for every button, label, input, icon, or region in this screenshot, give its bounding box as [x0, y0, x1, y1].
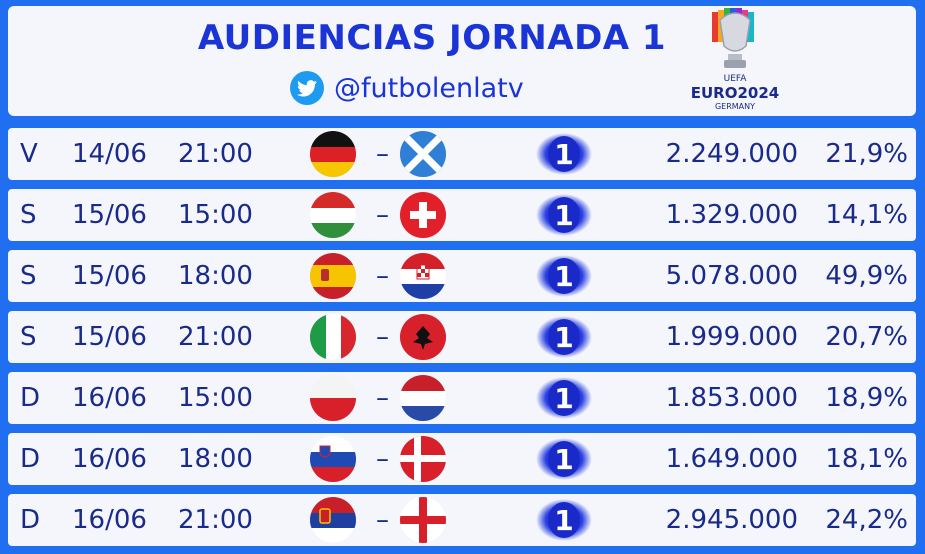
- table-row: V 14/06 21:00 – 1 2.2: [8, 128, 916, 180]
- match-date: 15/06: [72, 322, 147, 352]
- page-title: AUDIENCIAS JORNADA 1: [197, 18, 667, 58]
- albania-flag-icon: [400, 314, 446, 360]
- match-date: 16/06: [72, 444, 147, 474]
- logo-uefa-text: UEFA: [723, 74, 747, 84]
- match-time: 15:00: [178, 200, 253, 230]
- channel-number: 1: [554, 138, 573, 171]
- audience-share: 24,2%: [825, 505, 908, 535]
- table-row: D 16/06 21:00 – 1 2.9: [8, 494, 916, 546]
- match-day: V: [20, 139, 38, 169]
- vs-separator: –: [376, 322, 389, 352]
- table-row: S 15/06 18:00 – 1 5.0: [8, 250, 916, 302]
- switzerland-flag-icon: [400, 192, 446, 238]
- match-date: 16/06: [72, 383, 147, 413]
- la1-channel-logo: 1: [536, 193, 592, 237]
- match-time: 21:00: [178, 505, 253, 535]
- match-day: S: [20, 322, 37, 352]
- viewers-count: 2.249.000: [665, 139, 798, 169]
- la1-channel-logo: 1: [536, 498, 592, 542]
- viewers-count: 1.649.000: [665, 444, 798, 474]
- netherlands-flag-icon: [400, 375, 446, 421]
- audience-share: 20,7%: [825, 322, 908, 352]
- match-day: D: [20, 444, 41, 474]
- match-date: 15/06: [72, 261, 147, 291]
- vs-separator: –: [376, 505, 389, 535]
- table-row: S 15/06 15:00 – 1 1.3: [8, 189, 916, 241]
- italy-flag-icon: [310, 314, 356, 360]
- channel-number: 1: [554, 504, 573, 537]
- channel-number: 1: [554, 382, 573, 415]
- channel-number: 1: [554, 199, 573, 232]
- poland-flag-icon: [310, 375, 356, 421]
- table-row: D 16/06 18:00 – 1 1.6: [8, 433, 916, 485]
- viewers-count: 1.329.000: [665, 200, 798, 230]
- match-day: D: [20, 505, 41, 535]
- audience-share: 21,9%: [825, 139, 908, 169]
- la1-channel-logo: 1: [536, 376, 592, 420]
- serbia-flag-icon: [310, 497, 356, 543]
- audience-share: 49,9%: [825, 261, 908, 291]
- la1-channel-logo: 1: [536, 437, 592, 481]
- social-handle: @futbolenlatv: [290, 68, 524, 108]
- match-day: S: [20, 261, 37, 291]
- audience-share: 18,9%: [825, 383, 908, 413]
- audience-share: 18,1%: [825, 444, 908, 474]
- vs-separator: –: [376, 139, 389, 169]
- channel-number: 1: [554, 321, 573, 354]
- match-time: 21:00: [178, 139, 253, 169]
- match-time: 15:00: [178, 383, 253, 413]
- viewers-count: 5.078.000: [665, 261, 798, 291]
- vs-separator: –: [376, 200, 389, 230]
- match-day: S: [20, 200, 37, 230]
- scotland-flag-icon: [400, 131, 446, 177]
- match-date: 14/06: [72, 139, 147, 169]
- germany-flag-icon: [310, 131, 356, 177]
- viewers-count: 1.999.000: [665, 322, 798, 352]
- match-day: D: [20, 383, 41, 413]
- match-date: 15/06: [72, 200, 147, 230]
- logo-euro-text: EURO2024: [690, 84, 780, 102]
- vs-separator: –: [376, 444, 389, 474]
- channel-number: 1: [554, 260, 573, 293]
- croatia-flag-icon: [400, 253, 446, 299]
- vs-separator: –: [376, 261, 389, 291]
- vs-separator: –: [376, 383, 389, 413]
- euro2024-logo: UEFA EURO2024 GERMANY: [680, 6, 790, 116]
- match-time: 18:00: [178, 261, 253, 291]
- denmark-flag-icon: [400, 436, 446, 482]
- la1-channel-logo: 1: [536, 132, 592, 176]
- viewers-count: 2.945.000: [665, 505, 798, 535]
- match-date: 16/06: [72, 505, 147, 535]
- header-panel: AUDIENCIAS JORNADA 1 @futbolenlatv UEFA …: [8, 6, 916, 116]
- la1-channel-logo: 1: [536, 254, 592, 298]
- la1-channel-logo: 1: [536, 315, 592, 359]
- hungary-flag-icon: [310, 192, 356, 238]
- slovenia-flag-icon: [310, 436, 356, 482]
- twitter-bird-icon: [290, 71, 324, 105]
- table-row: S 15/06 21:00 – 1 1.9: [8, 311, 916, 363]
- audience-share: 14,1%: [825, 200, 908, 230]
- twitter-handle: @futbolenlatv: [334, 72, 524, 104]
- spain-flag-icon: [310, 253, 356, 299]
- logo-germany-text: GERMANY: [714, 102, 756, 111]
- match-time: 18:00: [178, 444, 253, 474]
- england-flag-icon: [400, 497, 446, 543]
- match-time: 21:00: [178, 322, 253, 352]
- table-row: D 16/06 15:00 – 1 1.8: [8, 372, 916, 424]
- viewers-count: 1.853.000: [665, 383, 798, 413]
- channel-number: 1: [554, 443, 573, 476]
